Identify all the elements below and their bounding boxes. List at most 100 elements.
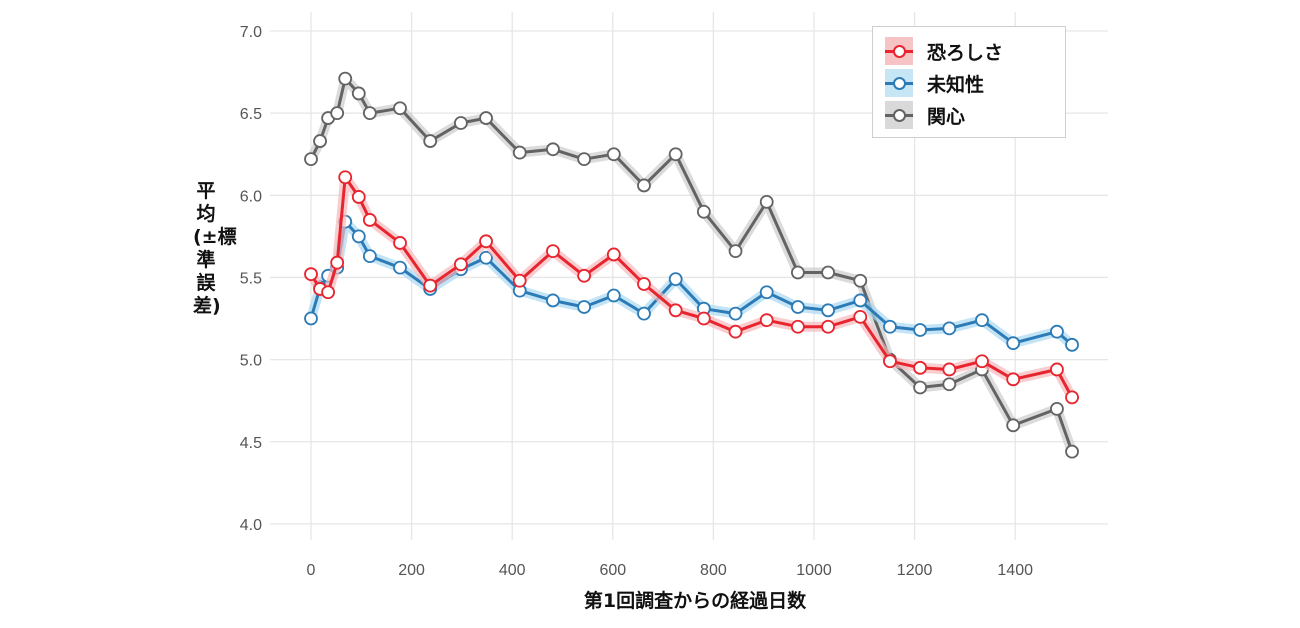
data-point <box>791 319 805 334</box>
data-point <box>942 321 957 336</box>
data-point <box>728 306 743 321</box>
legend-label: 未知性 <box>927 73 985 96</box>
data-point <box>853 309 868 324</box>
data-point <box>668 303 683 318</box>
data-point <box>1050 324 1064 339</box>
y-tick-label: 5.5 <box>240 270 262 287</box>
data-point <box>1065 337 1079 352</box>
data-point <box>606 247 621 262</box>
data-point <box>1006 418 1021 433</box>
legend-item-concern: 関心 <box>885 101 965 129</box>
data-point <box>668 272 683 286</box>
data-point <box>975 354 989 369</box>
x-tick-label: 0 <box>307 562 316 579</box>
data-point <box>512 273 527 288</box>
data-point <box>321 285 336 300</box>
data-point <box>351 229 366 244</box>
data-point <box>913 360 928 375</box>
x-tick-label: 600 <box>599 562 626 579</box>
data-point <box>479 250 493 265</box>
data-point <box>821 265 835 280</box>
x-axis-ticks: 0 200 400 600 800 1000 1200 1400 <box>307 562 1034 579</box>
data-point <box>913 380 928 395</box>
data-point <box>696 204 711 219</box>
data-point <box>1050 362 1064 377</box>
y-tick-label: 6.0 <box>240 188 262 205</box>
data-point <box>351 190 366 204</box>
data-point <box>853 293 868 308</box>
data-point <box>313 134 327 148</box>
data-point <box>883 319 897 334</box>
data-point <box>975 313 989 328</box>
data-point <box>393 236 407 250</box>
data-point <box>728 324 743 339</box>
data-point <box>668 147 683 162</box>
data-point <box>942 377 957 392</box>
x-tick-label: 200 <box>398 562 425 579</box>
data-point <box>759 313 774 328</box>
data-point <box>338 71 353 86</box>
x-tick-label: 1400 <box>997 562 1033 579</box>
data-point <box>821 303 835 318</box>
data-point <box>853 273 868 288</box>
data-point <box>791 300 805 314</box>
legend-label: 恐ろしさ <box>927 41 1004 64</box>
x-axis-label: 第1回調査からの経過日数 <box>584 589 807 612</box>
data-point <box>423 278 438 293</box>
data-point <box>338 170 353 185</box>
legend-item-fear: 恐ろしさ <box>885 37 1003 65</box>
data-point <box>1065 390 1079 405</box>
legend-key-fear-icon <box>885 37 913 65</box>
series-1 <box>304 214 1079 352</box>
y-tick-label: 6.5 <box>240 106 262 123</box>
data-point <box>577 300 592 314</box>
data-point <box>637 277 651 291</box>
x-tick-label: 1200 <box>897 562 933 579</box>
data-point <box>637 178 651 193</box>
y-tick-label: 4.5 <box>240 435 262 452</box>
data-series <box>304 71 1079 459</box>
x-tick-label: 400 <box>499 562 526 579</box>
legend-key-unknown-icon <box>885 69 913 97</box>
data-point <box>1006 372 1021 387</box>
data-point <box>1050 401 1064 416</box>
data-point <box>577 268 592 283</box>
data-point <box>913 323 928 337</box>
x-tick-label: 1000 <box>796 562 832 579</box>
data-point <box>304 267 318 282</box>
data-point <box>728 244 743 259</box>
legend: 恐ろしさ 未知性 関心 <box>872 26 1066 138</box>
x-tick-label: 800 <box>700 562 727 579</box>
data-point <box>791 265 805 280</box>
data-point <box>362 106 377 121</box>
data-point <box>393 260 407 275</box>
data-point <box>577 152 592 167</box>
data-point <box>637 306 651 321</box>
data-point <box>362 213 377 227</box>
data-point <box>759 194 774 209</box>
data-point <box>453 116 468 130</box>
legend-item-unknown: 未知性 <box>885 69 984 97</box>
data-point <box>304 152 318 167</box>
data-point <box>1065 444 1079 459</box>
data-point <box>304 311 318 326</box>
data-point <box>759 285 774 300</box>
data-point <box>606 288 621 303</box>
y-tick-label: 4.0 <box>240 517 262 534</box>
data-point <box>546 293 560 308</box>
data-point <box>362 249 377 263</box>
y-axis-label: 平均(±標準誤差) <box>193 180 237 317</box>
data-point <box>1006 336 1021 351</box>
data-point <box>423 134 438 148</box>
data-point <box>821 319 835 334</box>
data-point <box>393 101 407 116</box>
legend-key-concern-icon <box>885 101 913 129</box>
data-point <box>606 147 621 162</box>
data-point <box>696 311 711 326</box>
y-tick-label: 7.0 <box>240 24 262 41</box>
data-point <box>330 106 345 121</box>
data-point <box>942 362 957 377</box>
data-point <box>512 145 527 160</box>
data-point <box>453 257 468 272</box>
